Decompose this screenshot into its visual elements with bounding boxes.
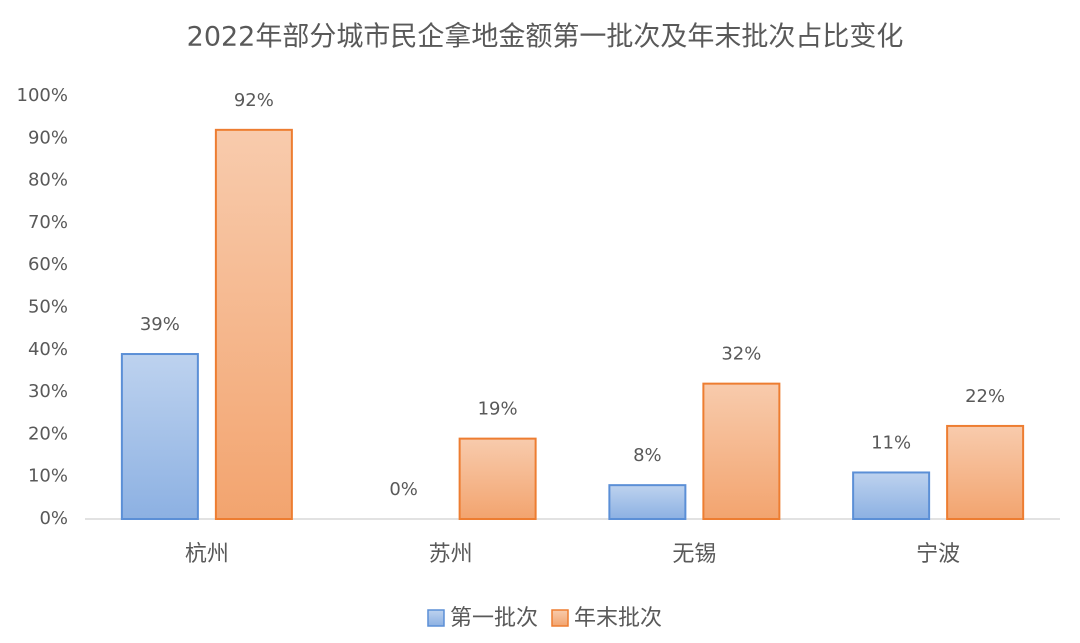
bar xyxy=(214,128,293,520)
y-tick-label: 100% xyxy=(17,85,68,106)
data-label: 0% xyxy=(389,479,418,500)
bar xyxy=(702,382,781,521)
data-label: 39% xyxy=(140,314,180,335)
y-tick-label: 20% xyxy=(28,423,68,444)
y-tick-label: 70% xyxy=(28,212,68,233)
chart-title: 2022年部分城市民企拿地金额第一批次及年末批次占比变化 xyxy=(187,22,904,53)
x-tick-label: 宁波 xyxy=(916,542,960,567)
y-tick-label: 30% xyxy=(28,381,68,402)
legend-label: 第一批次 xyxy=(450,606,538,631)
y-tick-label: 40% xyxy=(28,339,68,360)
bar xyxy=(120,353,199,520)
bar xyxy=(458,437,537,521)
bar xyxy=(852,471,931,520)
data-label: 92% xyxy=(234,90,274,111)
bar xyxy=(946,424,1025,520)
y-tick-label: 90% xyxy=(28,127,68,148)
data-label: 22% xyxy=(965,386,1005,407)
legend-label: 年末批次 xyxy=(574,606,662,631)
y-tick-label: 10% xyxy=(28,466,68,487)
data-label: 8% xyxy=(633,445,662,466)
legend: 第一批次 年末批次 xyxy=(427,606,662,631)
x-tick-label: 无锡 xyxy=(672,542,716,567)
data-label: 32% xyxy=(721,344,761,365)
legend-swatch xyxy=(551,609,569,627)
data-label: 19% xyxy=(478,399,518,420)
y-tick-label: 50% xyxy=(28,297,68,318)
y-tick-label: 0% xyxy=(39,508,68,529)
data-label: 11% xyxy=(871,432,911,453)
legend-swatch xyxy=(427,609,445,627)
y-tick-label: 80% xyxy=(28,170,68,191)
bar xyxy=(608,484,687,521)
x-tick-label: 苏州 xyxy=(429,542,473,567)
x-tick-label: 杭州 xyxy=(185,542,229,567)
y-tick-label: 60% xyxy=(28,254,68,275)
